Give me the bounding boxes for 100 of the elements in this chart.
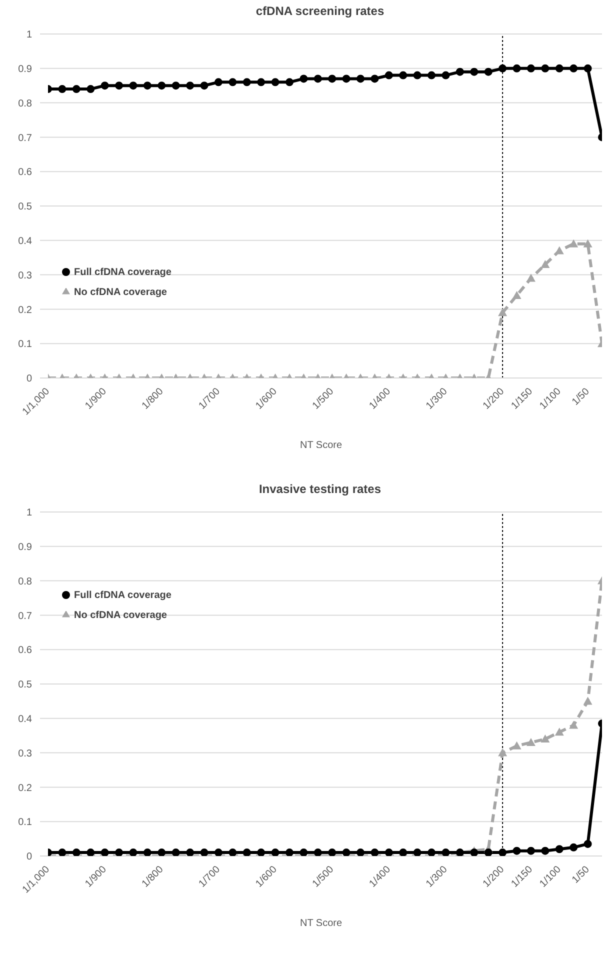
point (328, 848, 336, 856)
point (285, 78, 294, 86)
point (526, 738, 536, 746)
point (158, 82, 166, 90)
point (498, 308, 508, 316)
point (72, 85, 80, 94)
point (271, 78, 280, 86)
point (356, 848, 365, 856)
point (583, 239, 592, 248)
y-tick-label: 0.5 (18, 680, 32, 691)
y-tick-label: 0.7 (18, 610, 32, 622)
point (554, 728, 564, 736)
point (86, 848, 95, 856)
point (285, 848, 294, 856)
point (555, 64, 564, 72)
point (58, 848, 66, 856)
legend-label: No cfDNA coverage (74, 287, 167, 298)
point (413, 848, 422, 856)
point (300, 74, 308, 83)
point (342, 74, 350, 83)
y-tick-label: 0.8 (18, 98, 32, 110)
point (129, 848, 138, 856)
point (399, 848, 408, 856)
point (569, 720, 578, 729)
point (470, 68, 478, 76)
point (512, 290, 522, 299)
point (143, 848, 152, 856)
point (257, 848, 266, 856)
point (257, 78, 266, 86)
x-axis-title: NT Score (300, 440, 342, 451)
point (442, 71, 450, 80)
point (399, 71, 408, 80)
point (242, 78, 251, 86)
legend-label: Full cfDNA coverage (74, 267, 172, 278)
y-tick-label: 0 (26, 374, 32, 385)
y-tick-label: 0.8 (18, 576, 32, 588)
point (498, 748, 508, 756)
x-tick-label: 1/50 (570, 864, 592, 886)
point (86, 85, 95, 94)
point (370, 74, 379, 83)
point (526, 64, 535, 72)
point (584, 64, 592, 72)
point (526, 846, 535, 855)
y-tick-label: 0.2 (18, 782, 32, 794)
y-tick-label: 0.1 (18, 817, 32, 828)
y-tick-label: 1 (26, 508, 32, 519)
point (484, 848, 492, 856)
point (526, 274, 536, 282)
point (583, 696, 592, 705)
point (186, 848, 194, 856)
point (300, 848, 308, 856)
point (384, 71, 393, 80)
point (271, 848, 280, 856)
point (228, 848, 237, 856)
y-tick-label: 0.3 (18, 748, 32, 760)
point (186, 82, 194, 90)
point (200, 82, 208, 90)
point (540, 260, 550, 268)
y-tick-label: 0.6 (18, 645, 32, 656)
point (470, 848, 478, 856)
y-tick-label: 0.2 (18, 304, 32, 316)
point (540, 734, 550, 743)
point (384, 848, 393, 856)
point (555, 845, 564, 854)
point (498, 64, 507, 72)
y-tick-label: 1 (26, 30, 32, 41)
point (456, 68, 464, 76)
y-tick-label: 0.5 (18, 202, 32, 213)
y-tick-label: 0.1 (18, 339, 32, 350)
x-axis-title: NT Score (300, 918, 342, 929)
point (100, 848, 109, 856)
point (570, 843, 578, 852)
point (143, 82, 152, 90)
point (158, 848, 166, 856)
point (72, 848, 80, 856)
point (428, 71, 436, 80)
point (100, 82, 109, 90)
point (428, 848, 436, 856)
point (328, 74, 336, 83)
point (370, 848, 379, 856)
point (356, 74, 365, 83)
y-tick-label: 0.3 (18, 270, 32, 282)
point (569, 239, 578, 248)
y-tick-label: 0 (26, 852, 32, 863)
point (413, 71, 422, 80)
point (172, 848, 180, 856)
point (541, 846, 550, 855)
point (314, 848, 322, 856)
point (214, 78, 222, 86)
y-tick-label: 0.9 (18, 542, 32, 553)
point (214, 848, 222, 856)
point (512, 846, 521, 855)
y-tick-label: 0.7 (18, 132, 32, 144)
chart-title: Invasive testing rates (258, 481, 382, 496)
y-tick-label: 0.6 (18, 167, 32, 178)
y-tick-label: 0.4 (18, 236, 32, 247)
point (115, 848, 124, 856)
point (228, 78, 237, 86)
point (58, 85, 66, 94)
chart-title: cfDNA screening rates (254, 3, 386, 18)
